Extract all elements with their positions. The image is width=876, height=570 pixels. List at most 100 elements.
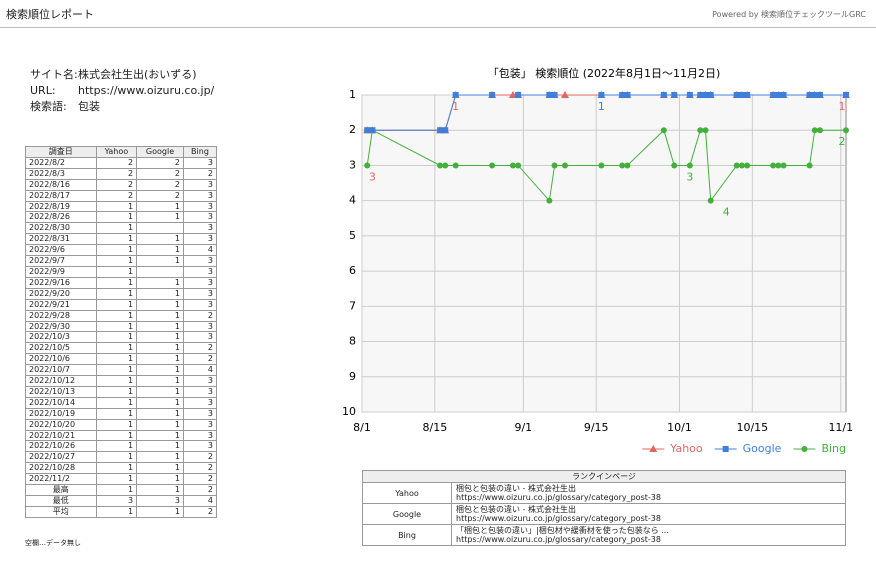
annotation: 1 <box>839 100 846 113</box>
cell: 2 <box>182 484 218 496</box>
engine: Yahoo <box>362 482 452 504</box>
label: 検索語: <box>30 100 67 113</box>
cell: 4 <box>182 495 218 507</box>
point <box>738 162 745 169</box>
row: 2022/8/26 1 1 3 <box>25 211 218 224</box>
summary-row: 最高 1 1 2 <box>25 484 218 496</box>
cell: 2022/11/2 <box>25 473 97 486</box>
page-row: Yahoo 梱包と包装の違い - 株式会社生出 https://www.oizuru… <box>362 482 846 504</box>
cell: 1 <box>95 505 138 518</box>
page: 「梱包と包装の違い」|梱包材や緩衝材を使った包装なら ... https://ww… <box>451 524 846 546</box>
point <box>515 92 522 98</box>
site-name: 株式会社生出(おいずる) <box>78 68 197 81</box>
row: 2022/10/14 1 1 3 <box>25 396 218 409</box>
point <box>816 127 823 134</box>
point <box>744 162 751 169</box>
point <box>452 92 459 98</box>
point <box>843 92 849 98</box>
cell: 3 <box>136 495 184 507</box>
point <box>624 162 631 169</box>
point <box>671 162 678 169</box>
point <box>702 92 709 98</box>
y-tick-label: 7 <box>349 299 356 312</box>
keyword: 包装 <box>78 100 100 113</box>
point <box>489 162 496 169</box>
point <box>733 92 740 98</box>
x-tick-label: 8/1 <box>353 421 371 434</box>
summary-row: 最低 3 3 4 <box>25 495 218 507</box>
point <box>806 162 813 169</box>
point <box>561 162 568 169</box>
page-row: Bing 「梱包と包装の違い」|梱包材や緩衝材を使った包装なら ... https:… <box>362 524 846 546</box>
site-url: https://www.oizuru.co.jp/ <box>78 84 215 97</box>
row: 2022/9/20 1 1 3 <box>25 287 218 300</box>
cell: 3 <box>95 495 138 507</box>
point <box>671 92 678 98</box>
cell: 1 <box>136 505 184 518</box>
engine: Bing <box>362 524 452 546</box>
point <box>780 162 787 169</box>
annotation: 2 <box>839 135 846 148</box>
x-tick-label: 9/15 <box>584 421 609 434</box>
point <box>780 92 787 98</box>
row: 2022/11/2 1 1 2 <box>25 473 218 486</box>
point <box>707 197 714 204</box>
legend-marker <box>801 446 808 452</box>
page: 梱包と包装の違い - 株式会社生出 https://www.oizuru.co.j… <box>451 482 846 504</box>
cell: 1 <box>95 473 138 486</box>
engine: Google <box>362 503 452 525</box>
page-url: https://www.oizuru.co.jp/glossary/catego… <box>456 535 661 544</box>
point <box>660 92 667 98</box>
point <box>551 162 558 169</box>
point <box>770 162 777 169</box>
point <box>811 92 818 98</box>
y-tick-label: 3 <box>349 158 356 171</box>
point <box>509 162 516 169</box>
page-row: Google 梱包と包装の違い - 株式会社生出 https://www.oizur… <box>362 503 846 525</box>
label: サイト名: <box>30 68 78 81</box>
legend-label: Yahoo <box>669 442 703 455</box>
point <box>733 162 740 169</box>
cell: 1 <box>136 473 184 486</box>
point <box>508 91 517 98</box>
y-tick-label: 4 <box>349 194 356 207</box>
annotation: 3 <box>686 170 693 183</box>
x-tick-label: 8/15 <box>423 421 448 434</box>
point <box>738 92 745 98</box>
point <box>369 127 376 134</box>
point <box>707 92 714 98</box>
row: 2022/8/16 2 2 3 <box>25 178 218 191</box>
legend-label: Google <box>743 442 782 455</box>
cell: 2 <box>182 505 218 518</box>
page-title: 梱包と包装の違い - 株式会社生出 <box>456 505 576 514</box>
point <box>660 127 667 134</box>
row: 2022/10/6 1 1 2 <box>25 353 218 366</box>
point <box>515 162 522 169</box>
point <box>551 92 558 98</box>
y-tick-label: 6 <box>349 264 356 277</box>
chart-title: 「包装」 検索順位 (2022年8月1日〜11月2日) <box>488 66 721 80</box>
point <box>843 127 849 134</box>
point <box>442 127 449 134</box>
point <box>437 127 444 134</box>
cell: 2 <box>182 473 218 486</box>
point <box>560 91 569 98</box>
point <box>816 92 823 98</box>
point <box>546 197 553 204</box>
plot-area <box>361 94 847 413</box>
y-tick-label: 9 <box>349 370 356 383</box>
y-tick-label: 1 <box>349 88 356 101</box>
legend-marker <box>722 446 729 452</box>
point <box>364 162 371 169</box>
legend-label: Bing <box>821 442 846 455</box>
rank-pages: ランクインページ Yahoo 梱包と包装の違い - 株式会社生出 https://ww… <box>362 470 846 546</box>
point <box>619 162 626 169</box>
powered-by: Powered by 検索順位チェックツールGRC <box>712 10 866 19</box>
legend-marker <box>649 445 658 452</box>
cell: 1 <box>95 484 138 496</box>
report-title: 検索順位レポート <box>6 8 94 21</box>
point <box>697 92 704 98</box>
page-title: 梱包と包装の違い - 株式会社生出 <box>456 484 576 493</box>
y-tick-label: 2 <box>349 123 356 136</box>
